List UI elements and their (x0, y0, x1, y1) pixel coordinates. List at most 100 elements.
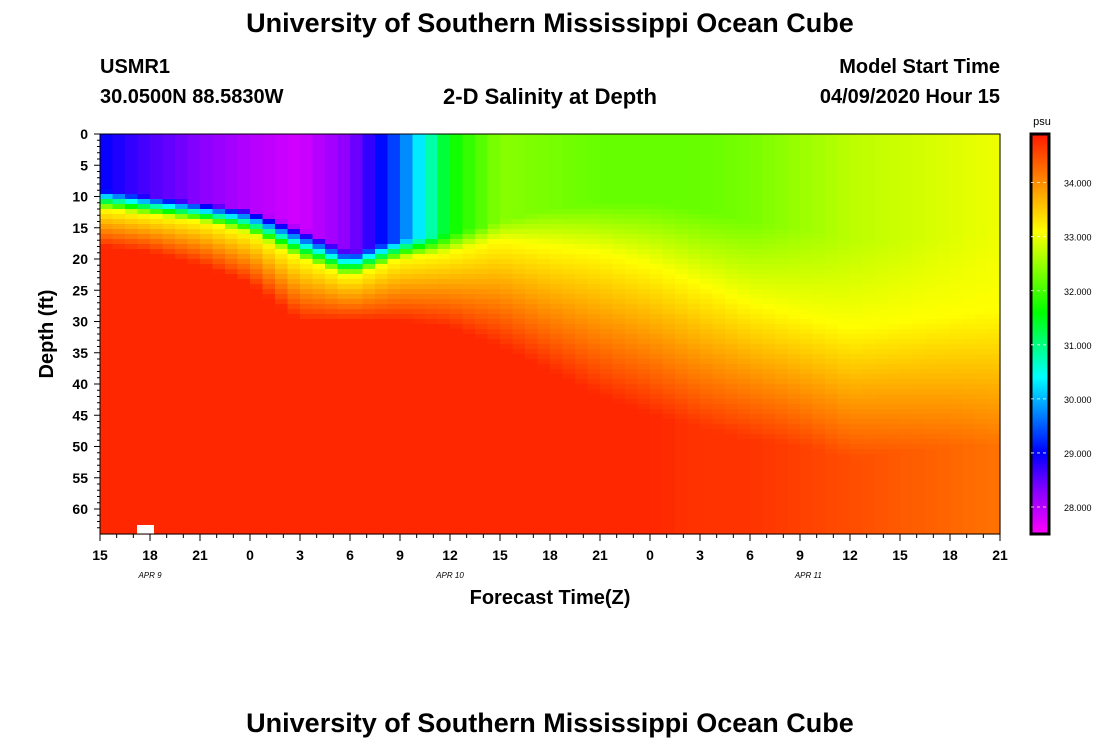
heatmap-cell (875, 159, 889, 165)
heatmap-cell (525, 419, 539, 425)
heatmap-cell (625, 499, 639, 505)
heatmap-cell (450, 339, 464, 345)
heatmap-cell (525, 294, 539, 300)
heatmap-cell (100, 179, 114, 185)
heatmap-cell (525, 374, 539, 380)
heatmap-cell (587, 514, 601, 520)
heatmap-cell (212, 349, 226, 355)
heatmap-cell (325, 399, 339, 405)
heatmap-cell (262, 289, 276, 295)
heatmap-cell (500, 319, 514, 325)
heatmap-cell (475, 164, 489, 170)
heatmap-cell (412, 149, 426, 155)
heatmap-cell (275, 439, 289, 445)
heatmap-cell (300, 229, 314, 235)
heatmap-cell (500, 264, 514, 270)
heatmap-cell (662, 254, 676, 260)
heatmap-cell (437, 194, 451, 200)
heatmap-cell (325, 459, 339, 465)
heatmap-cell (225, 204, 239, 210)
heatmap-cell (550, 194, 564, 200)
heatmap-cell (150, 429, 164, 435)
heatmap-cell (125, 489, 139, 495)
heatmap-cell (362, 494, 376, 500)
heatmap-cell (412, 179, 426, 185)
heatmap-cell (412, 434, 426, 440)
heatmap-cell (712, 309, 726, 315)
heatmap-cell (662, 329, 676, 335)
heatmap-cell (700, 354, 714, 360)
heatmap-cell (350, 219, 364, 225)
heatmap-cell (262, 234, 276, 240)
heatmap-cell (612, 404, 626, 410)
heatmap-cell (700, 269, 714, 275)
heatmap-cell (675, 359, 689, 365)
heatmap-cell (412, 134, 426, 140)
heatmap-cell (162, 154, 176, 160)
heatmap-cell (675, 134, 689, 140)
heatmap-cell (100, 374, 114, 380)
heatmap-cell (175, 139, 189, 145)
heatmap-cell (237, 359, 251, 365)
heatmap-cell (475, 459, 489, 465)
heatmap-cell (575, 349, 589, 355)
heatmap-cell (350, 354, 364, 360)
heatmap-cell (512, 134, 526, 140)
heatmap-cell (787, 459, 801, 465)
heatmap-cell (862, 279, 876, 285)
heatmap-cell (550, 164, 564, 170)
heatmap-cell (587, 219, 601, 225)
heatmap-cell (687, 484, 701, 490)
heatmap-cell (462, 159, 476, 165)
heatmap-cell (287, 249, 301, 255)
heatmap-cell (825, 384, 839, 390)
heatmap-cell (550, 139, 564, 145)
heatmap-cell (525, 134, 539, 140)
heatmap-cell (612, 429, 626, 435)
heatmap-cell (150, 444, 164, 450)
heatmap-cell (837, 314, 851, 320)
heatmap-cell (300, 349, 314, 355)
heatmap-cell (275, 294, 289, 300)
heatmap-cell (237, 259, 251, 265)
heatmap-cell (750, 509, 764, 515)
heatmap-cell (325, 259, 339, 265)
heatmap-cell (812, 504, 826, 510)
heatmap-cell (762, 224, 776, 230)
heatmap-cell (550, 204, 564, 210)
heatmap-cell (250, 509, 264, 515)
heatmap-cell (300, 239, 314, 245)
heatmap-cell (500, 144, 514, 150)
heatmap-cell (725, 254, 739, 260)
heatmap-cell (375, 504, 389, 510)
heatmap-cell (412, 454, 426, 460)
heatmap-cell (500, 369, 514, 375)
heatmap-cell (837, 439, 851, 445)
heatmap-cell (812, 224, 826, 230)
heatmap-cell (312, 304, 326, 310)
heatmap-cell (125, 444, 139, 450)
heatmap-cell (325, 324, 339, 330)
heatmap-cell (412, 269, 426, 275)
heatmap-cell (512, 209, 526, 215)
heatmap-cell (537, 334, 551, 340)
heatmap-cell (150, 249, 164, 255)
heatmap-cell (725, 519, 739, 525)
heatmap-cell (587, 274, 601, 280)
heatmap-cell (400, 529, 414, 535)
heatmap-cell (387, 469, 401, 475)
heatmap-cell (850, 234, 864, 240)
heatmap-cell (837, 304, 851, 310)
heatmap-cell (487, 414, 501, 420)
heatmap-cell (587, 164, 601, 170)
heatmap-cell (775, 274, 789, 280)
heatmap-cell (437, 474, 451, 480)
heatmap-cell (262, 259, 276, 265)
heatmap-cell (337, 214, 351, 220)
heatmap-cell (125, 364, 139, 370)
heatmap-cell (650, 379, 664, 385)
heatmap-cell (237, 344, 251, 350)
heatmap-cell (200, 274, 214, 280)
heatmap-cell (212, 179, 226, 185)
heatmap-cell (837, 359, 851, 365)
